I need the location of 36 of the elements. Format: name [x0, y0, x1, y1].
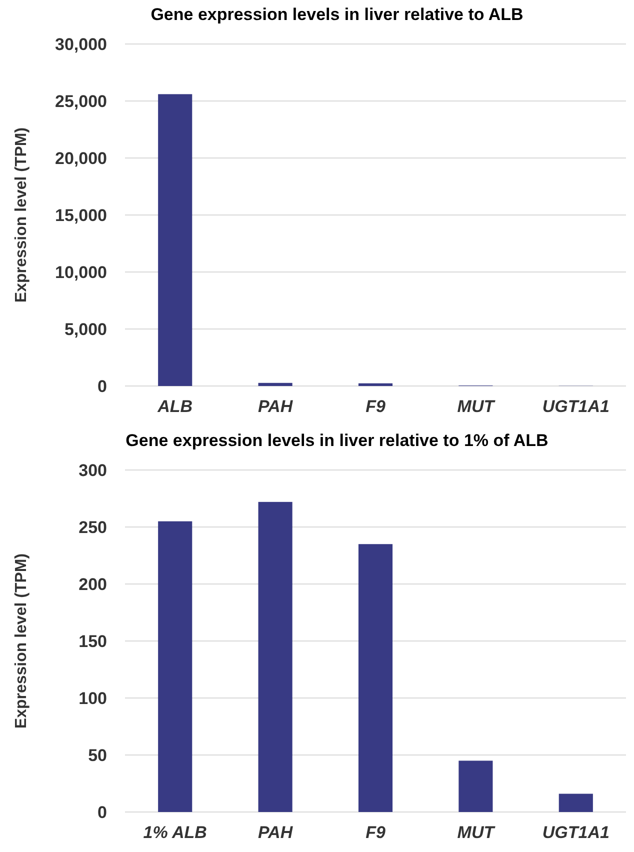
y-axis-title: Expression level (TPM) [13, 553, 30, 729]
y-tick-label: 25,000 [55, 92, 107, 111]
y-tick-label: 250 [78, 518, 107, 537]
bar [158, 521, 192, 812]
x-tick-label: F9 [366, 397, 386, 416]
y-tick-label: 30,000 [55, 34, 107, 54]
x-tick-label: PAH [258, 823, 294, 842]
x-tick-label: F9 [366, 823, 386, 842]
y-tick-label: 10,000 [55, 262, 107, 282]
x-tick-label: PAH [258, 397, 294, 416]
y-tick-label: 150 [78, 632, 107, 651]
bar [158, 94, 192, 386]
x-tick-label: UGT1A1 [542, 397, 610, 416]
y-tick-label: 15,000 [55, 206, 107, 225]
bar [358, 383, 393, 386]
y-tick-label: 20,000 [55, 148, 107, 168]
chart-title: Gene expression levels in liver relative to 1% of ALB [126, 431, 548, 450]
x-tick-label: MUT [457, 823, 496, 842]
x-tick-label: ALB [156, 397, 193, 416]
bar [358, 544, 393, 812]
y-tick-label: 50 [88, 746, 107, 765]
y-tick-label: 200 [78, 574, 107, 594]
bar [558, 794, 593, 812]
bar [258, 382, 292, 386]
y-tick-label: 0 [98, 376, 107, 396]
y-tick-label: 5,000 [64, 320, 107, 339]
x-tick-label: UGT1A1 [542, 823, 610, 842]
x-tick-label: 1% ALB [143, 823, 207, 842]
bar [458, 760, 493, 812]
bar [258, 502, 292, 812]
y-axis-title: Expression level (TPM) [13, 127, 30, 303]
y-tick-label: 100 [78, 688, 107, 708]
y-tick-label: 0 [98, 802, 107, 822]
y-tick-label: 300 [78, 460, 107, 480]
chart-title: Gene expression levels in liver relative to ALB [150, 5, 524, 24]
x-tick-label: MUT [457, 397, 496, 416]
